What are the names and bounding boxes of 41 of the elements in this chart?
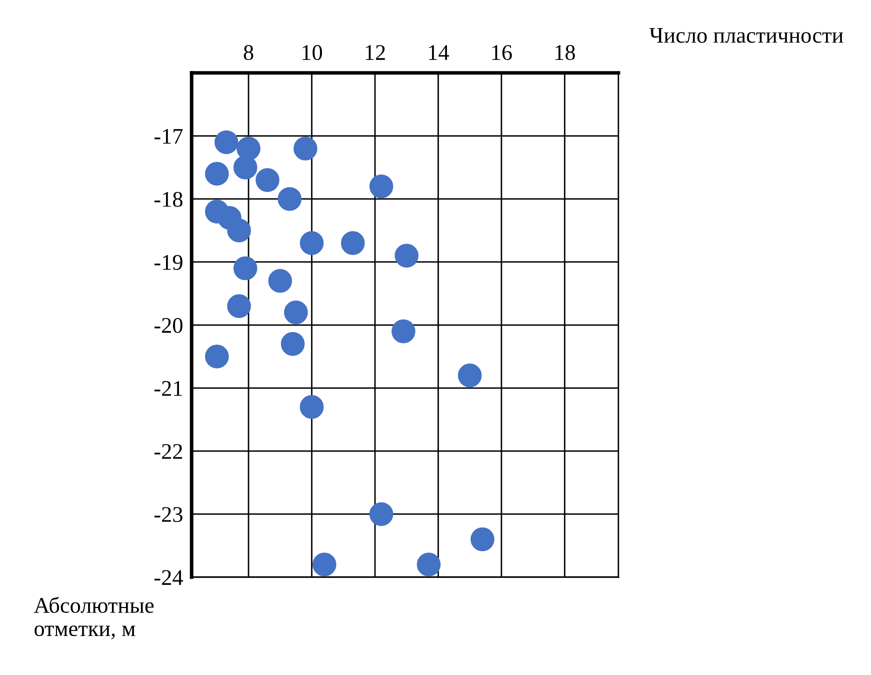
y-tick-label: -22 [154,444,182,459]
y-tick-label: -23 [154,507,182,522]
point [227,294,251,318]
point [312,552,336,576]
point [369,174,394,198]
point [294,136,318,160]
point [227,218,251,242]
point [205,344,229,368]
y-tick-label: -21 [154,381,182,396]
point [470,527,494,552]
y-tick-label: -18 [154,192,182,207]
point [458,364,482,388]
y-axis-title: Абсолютные отметки, м [34,596,154,640]
point [300,395,324,419]
point [236,136,260,160]
point [205,162,229,186]
x-tick-label: 14 [429,45,449,60]
point [369,502,394,526]
point [416,552,441,576]
point [214,130,238,154]
point [340,231,365,255]
point [394,244,418,268]
x-tick-label: 18 [556,45,575,60]
x-tick-label: 8 [244,45,254,60]
point [300,231,324,255]
y-tick-label: -19 [154,254,182,270]
point [233,156,258,180]
point [268,269,292,293]
x-tick-label: 12 [366,45,385,60]
point [256,168,280,192]
x-tick-label: 10 [302,45,322,60]
y-tick-label: -24 [154,570,183,585]
point [392,319,416,344]
point [278,187,302,211]
x-tick-label: 16 [492,45,512,60]
x-axis-title: Число пластичности [649,28,844,43]
y-tick-label: -17 [154,128,183,144]
y-tick-label: -20 [154,318,182,333]
point [233,256,258,280]
point [280,332,305,356]
point [284,300,308,324]
